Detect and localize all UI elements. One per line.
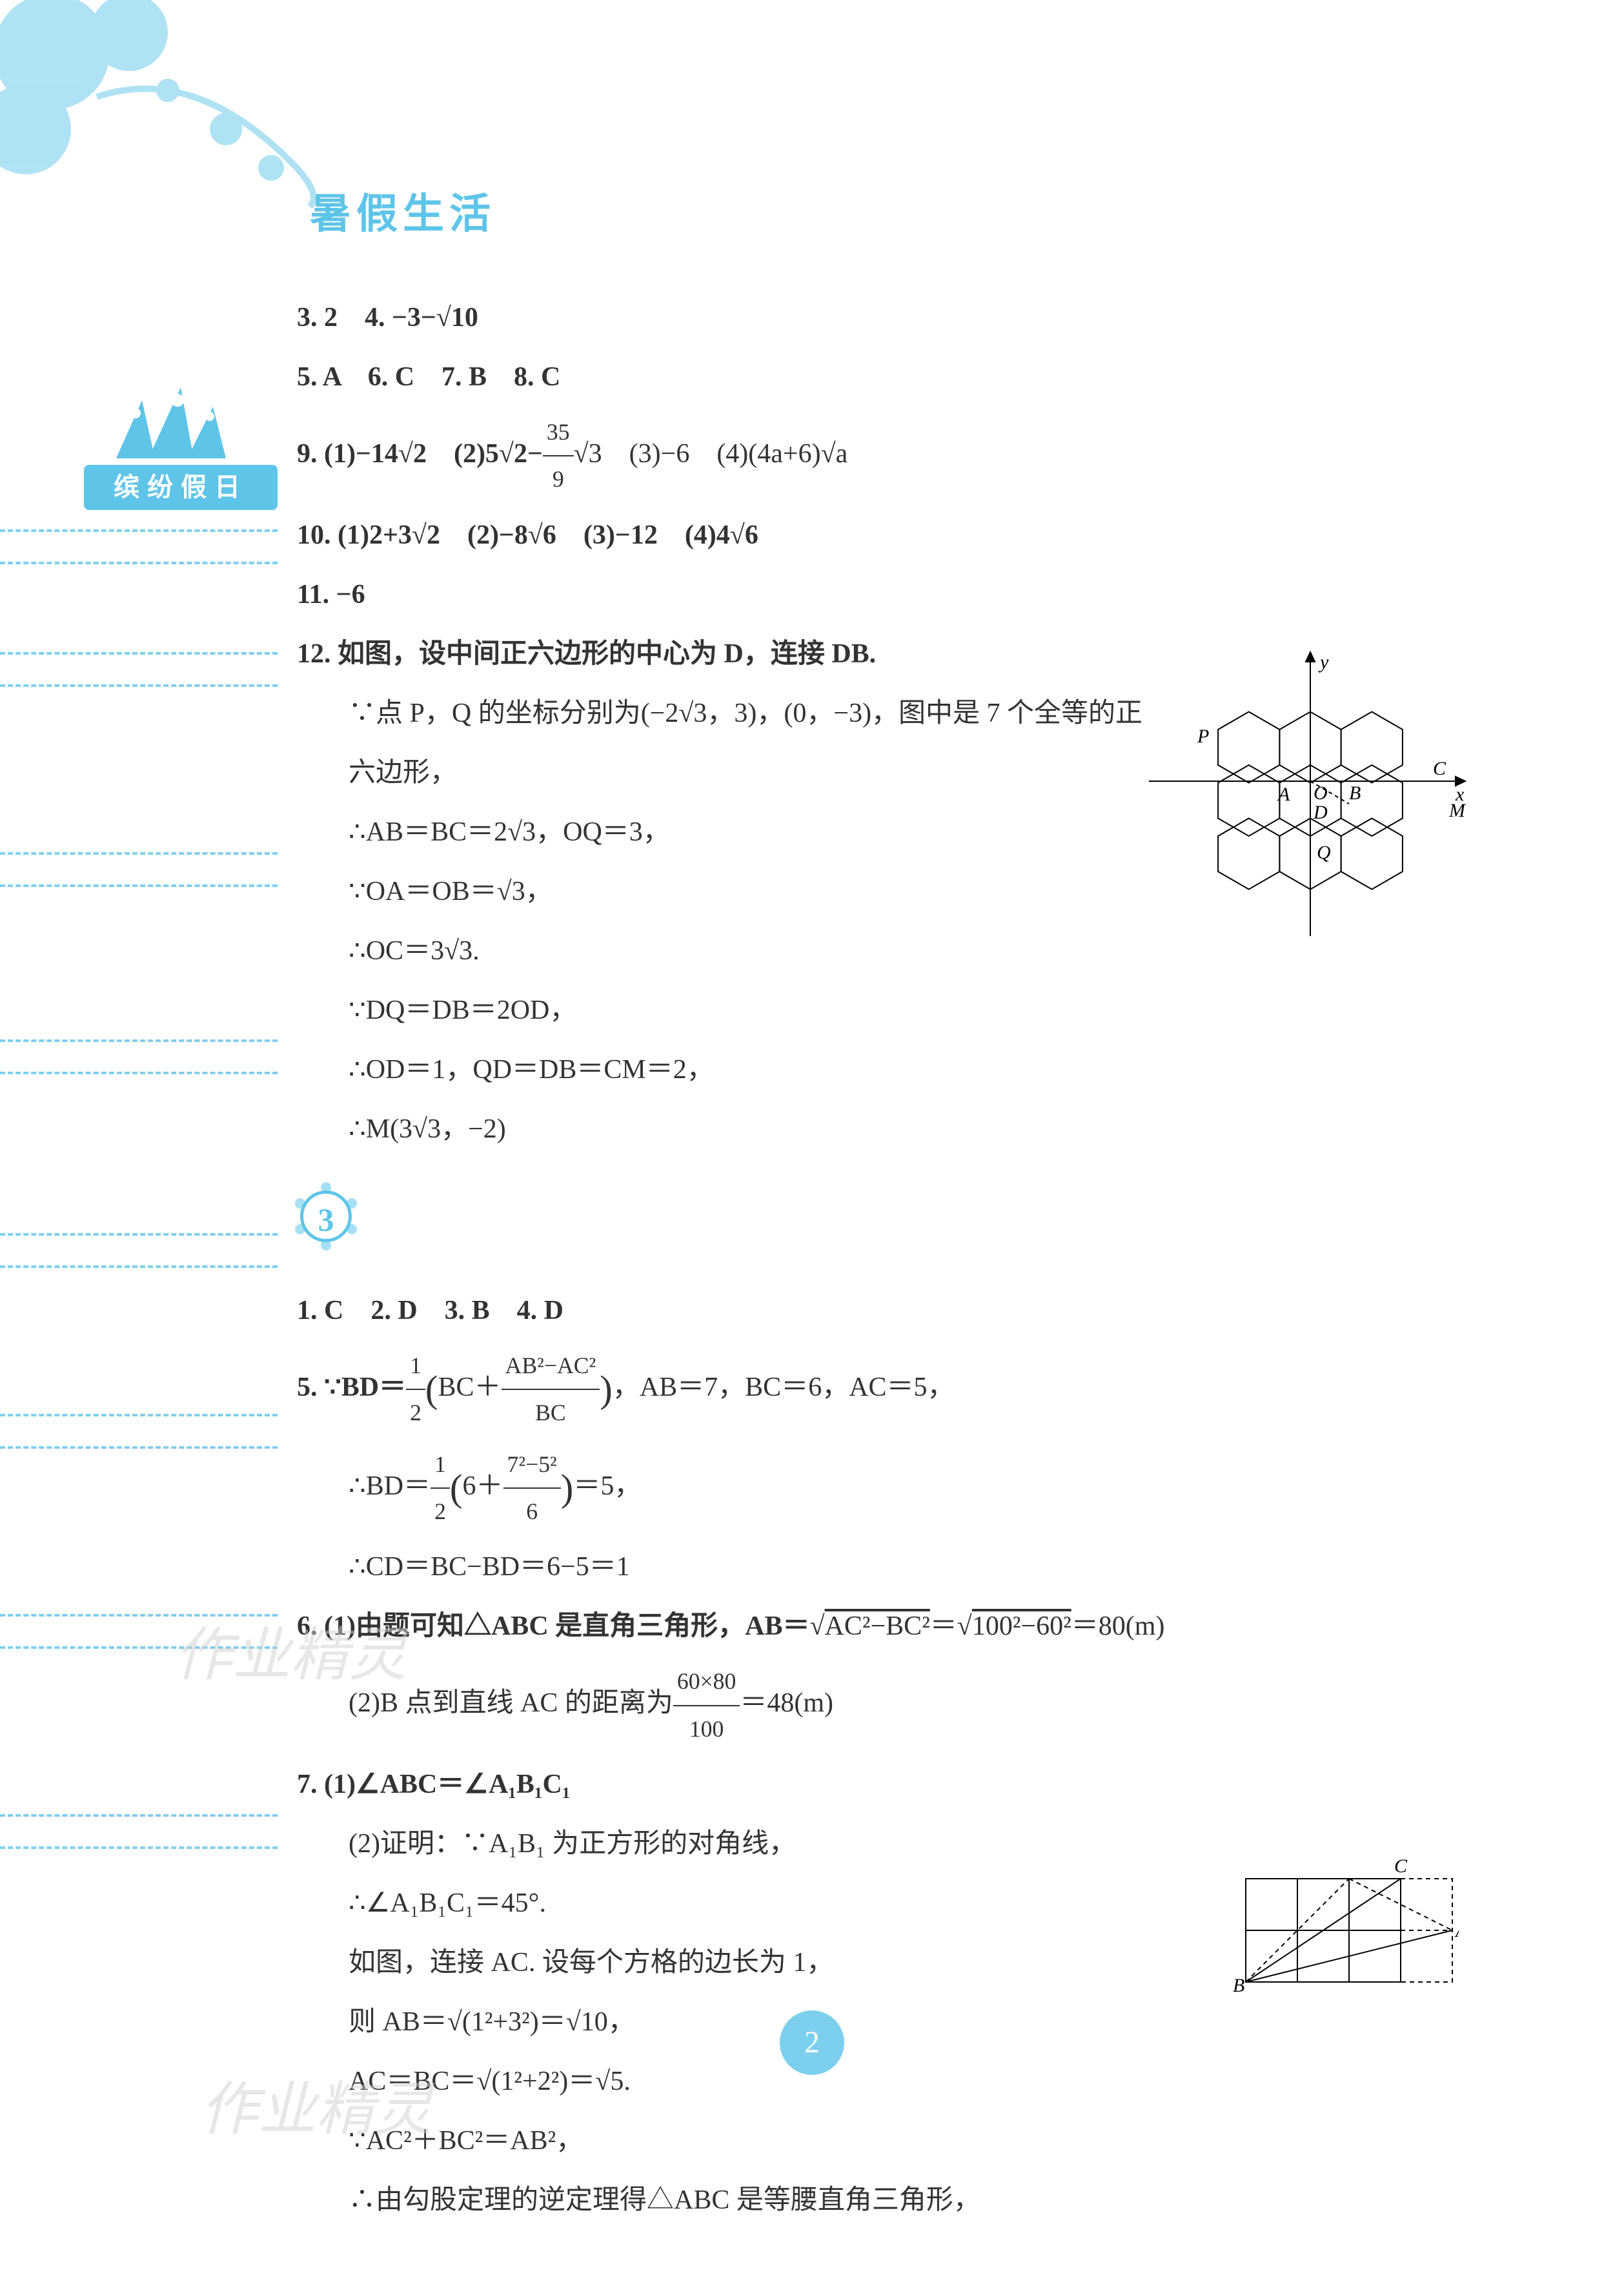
svg-text:C: C [1433, 758, 1446, 779]
svg-text:Q: Q [1317, 842, 1331, 863]
proof-line: (2)B 点到直线 AC 的距离为60×80100＝48(m) [297, 1659, 1523, 1752]
svg-text:y: y [1318, 651, 1329, 673]
svg-text:A: A [1454, 1920, 1459, 1941]
grid-diagram: C A B [1233, 1853, 1459, 2021]
proof-line: ∴由勾股定理的逆定理得△ABC 是等腰直角三角形， [297, 2173, 1523, 2227]
answer-line: 6. (1)由题可知△ABC 是直角三角形，AB＝√AC²−BC²＝√100²−… [297, 1599, 1523, 1653]
svg-text:O: O [1314, 782, 1328, 804]
proof-line: ∴OD＝1，QD＝DB＝CM＝2， [297, 1043, 1523, 1097]
page-number: 2 [780, 2010, 844, 2075]
svg-text:D: D [1313, 802, 1328, 823]
svg-text:B: B [1233, 1975, 1244, 1996]
svg-text:P: P [1197, 726, 1209, 747]
proof-line: ∴BD＝12(6＋7²−5²6)＝5， [297, 1442, 1523, 1535]
svg-text:C: C [1394, 1855, 1408, 1877]
section-3-badge: 3 [290, 1181, 361, 1252]
answer-line: 1. C 2. D 3. B 4. D [297, 1283, 1523, 1338]
answer-line: 9. (1)−14√2 (2)5√2−359√3 (3)−6 (4)(4a+6)… [297, 409, 1523, 503]
hexagon-diagram: y x P C A O D B M Q [1149, 646, 1472, 943]
answer-line: 11. −6 [297, 567, 1523, 622]
proof-line: ∵AC²＋BC²＝AB²， [297, 2114, 1523, 2168]
answer-line: 5. A 6. C 7. B 8. C [297, 350, 1523, 404]
content-body: 3. 2 4. −3−√10 5. A 6. C 7. B 8. C 9. (1… [297, 291, 1523, 2232]
svg-text:A: A [1277, 784, 1290, 805]
proof-line: ∵DQ＝DB＝2OD， [297, 983, 1523, 1037]
proof-line: ∴CD＝BC−BD＝6−5＝1 [297, 1540, 1523, 1594]
page-title: 暑假生活 [310, 181, 496, 240]
answer-line: 7. (1)∠ABC＝∠A₁B₁C₁ [297, 1757, 1523, 1812]
sidebar-badge: 缤纷假日 [84, 465, 278, 510]
answer-line: 5. ∵BD＝12(BC＋AB²−AC²BC)，AB＝7，BC＝6，AC＝5， [297, 1343, 1523, 1436]
answer-line: 3. 2 4. −3−√10 [297, 291, 1523, 345]
svg-text:M: M [1448, 800, 1467, 821]
proof-line: ∴M(3√3，−2) [297, 1102, 1523, 1156]
burst-icon [97, 381, 239, 471]
answer-line: 10. (1)2+3√2 (2)−8√6 (3)−12 (4)4√6 [297, 508, 1523, 562]
proof-line: AC＝BC＝√(1²+2²)＝√5. [297, 2054, 1523, 2109]
svg-text:B: B [1349, 782, 1361, 804]
